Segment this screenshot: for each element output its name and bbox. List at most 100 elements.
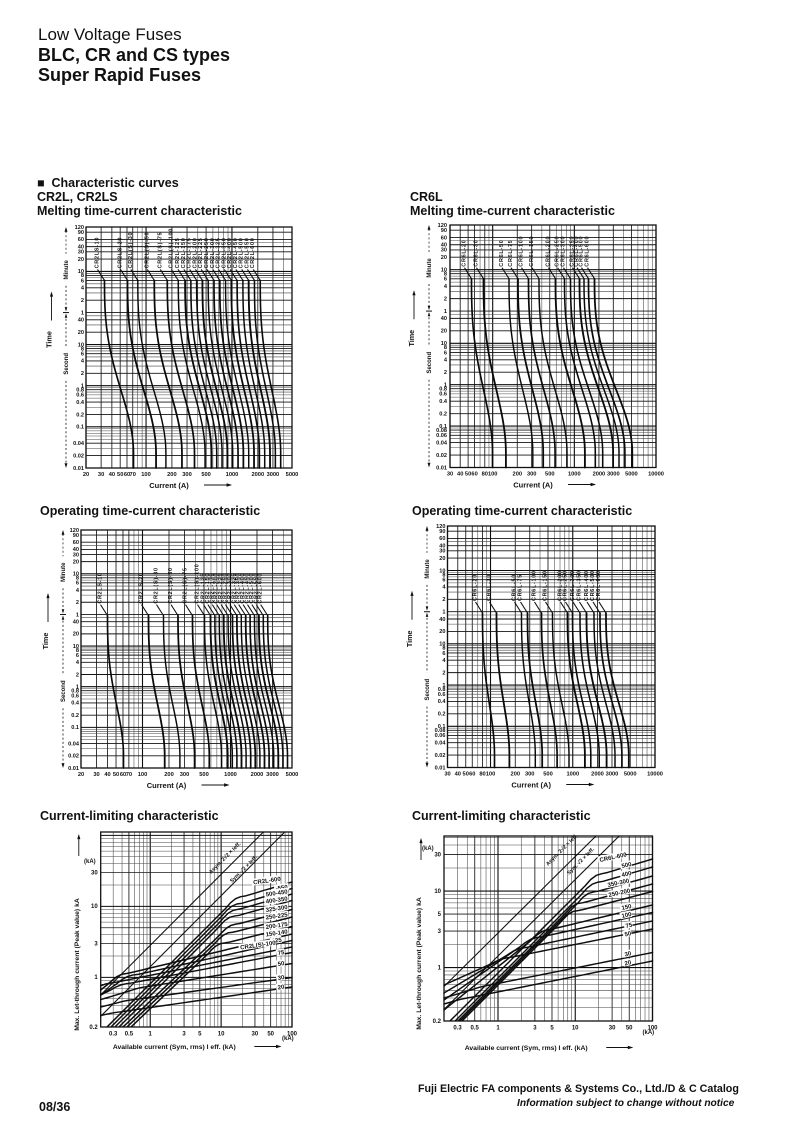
svg-text:325-300: 325-300 <box>265 905 288 914</box>
svg-text:8: 8 <box>81 346 84 352</box>
svg-text:30: 30 <box>91 870 98 876</box>
svg-text:8: 8 <box>442 572 445 578</box>
svg-text:60: 60 <box>120 772 126 778</box>
svg-text:Second: Second <box>427 352 433 374</box>
svg-text:CR6L-350: CR6L-350 <box>570 236 576 267</box>
svg-text:CR6L-300: CR6L-300 <box>570 570 576 601</box>
svg-text:0.04: 0.04 <box>435 741 447 747</box>
svg-text:CR2L-200: CR2L-200 <box>214 573 220 604</box>
svg-text:80: 80 <box>482 472 488 478</box>
svg-text:2000: 2000 <box>251 472 264 478</box>
svg-text:(kA): (kA) <box>422 846 434 852</box>
svg-text:CR2L(S)-100: CR2L(S)-100 <box>240 940 277 951</box>
svg-text:1: 1 <box>81 384 84 390</box>
svg-text:100: 100 <box>138 772 148 778</box>
svg-text:CR2L-400: CR2L-400 <box>240 573 246 604</box>
svg-text:CR2L-300: CR2L-300 <box>227 573 233 604</box>
svg-text:30: 30 <box>624 951 632 958</box>
svg-text:0.06: 0.06 <box>435 733 446 739</box>
svg-text:CR2L-325: CR2L-325 <box>216 237 222 268</box>
svg-text:1: 1 <box>438 965 442 971</box>
svg-text:CR6L-100: CR6L-100 <box>519 236 525 267</box>
svg-text:CR6L-200: CR6L-200 <box>546 236 552 267</box>
svg-text:Max. Let-through current (Peak: Max. Let-through current (Peak value) kA <box>74 898 81 1031</box>
svg-text:0.04: 0.04 <box>73 441 85 447</box>
svg-text:0.1: 0.1 <box>439 424 447 430</box>
svg-text:6: 6 <box>81 352 84 358</box>
svg-text:60: 60 <box>439 536 445 542</box>
svg-text:100: 100 <box>647 1026 658 1032</box>
svg-text:40: 40 <box>439 617 445 623</box>
svg-text:6: 6 <box>444 350 447 356</box>
svg-text:Time: Time <box>41 633 50 650</box>
svg-text:60: 60 <box>469 772 475 778</box>
svg-text:CR2L-175: CR2L-175 <box>209 573 215 604</box>
svg-text:1000: 1000 <box>568 472 581 478</box>
svg-text:3: 3 <box>533 1026 537 1032</box>
svg-text:30: 30 <box>434 852 441 858</box>
svg-text:CR2L-500: CR2L-500 <box>239 237 245 268</box>
svg-text:2: 2 <box>442 597 445 603</box>
svg-text:0.8: 0.8 <box>71 689 79 695</box>
svg-text:CR2L(S)-50: CR2L(S)-50 <box>144 232 150 269</box>
svg-text:30: 30 <box>78 250 84 256</box>
svg-text:0.02: 0.02 <box>73 453 84 459</box>
svg-text:CR2L-600: CR2L-600 <box>258 573 264 604</box>
svg-text:CR2L-250: CR2L-250 <box>204 237 210 268</box>
svg-text:CR6L-350: CR6L-350 <box>577 570 583 601</box>
svg-text:0.8: 0.8 <box>76 388 84 394</box>
svg-text:20: 20 <box>439 629 445 635</box>
svg-text:8: 8 <box>444 272 447 278</box>
svg-text:CR6L-600: CR6L-600 <box>585 236 591 267</box>
svg-text:300: 300 <box>525 772 535 778</box>
svg-text:20: 20 <box>624 960 632 967</box>
svg-text:(kA): (kA) <box>84 859 96 865</box>
svg-text:8: 8 <box>444 345 447 351</box>
svg-text:Minute: Minute <box>427 258 433 278</box>
svg-text:CR6L-250: CR6L-250 <box>555 236 561 267</box>
svg-text:1: 1 <box>444 309 447 315</box>
svg-text:10: 10 <box>441 268 447 274</box>
svg-text:90: 90 <box>78 230 84 236</box>
svg-text:CR6L-500: CR6L-500 <box>579 236 585 267</box>
svg-text:1: 1 <box>149 1032 153 1038</box>
svg-text:CR2L(S)-75: CR2L(S)-75 <box>157 232 163 269</box>
svg-text:CR2L-450: CR2L-450 <box>233 237 239 268</box>
svg-text:30: 30 <box>444 772 450 778</box>
svg-text:8: 8 <box>442 646 445 652</box>
svg-text:0.3: 0.3 <box>109 1032 118 1038</box>
svg-text:200-175: 200-175 <box>265 922 288 931</box>
svg-text:20: 20 <box>441 329 447 335</box>
svg-text:CR6L-20: CR6L-20 <box>462 239 468 266</box>
svg-text:CR2LS-20: CR2LS-20 <box>139 572 145 603</box>
svg-text:30: 30 <box>252 1032 259 1038</box>
svg-text:60: 60 <box>73 540 79 546</box>
svg-text:150: 150 <box>621 904 633 912</box>
svg-text:0.02: 0.02 <box>436 453 447 459</box>
svg-text:CR2L-600: CR2L-600 <box>250 237 256 268</box>
svg-text:5000: 5000 <box>624 772 637 778</box>
svg-text:0.4: 0.4 <box>71 701 80 707</box>
svg-text:30: 30 <box>93 772 99 778</box>
svg-text:3: 3 <box>182 1032 186 1038</box>
svg-text:10: 10 <box>218 1032 225 1038</box>
svg-text:CR2L-350: CR2L-350 <box>221 237 227 268</box>
svg-text:50: 50 <box>463 772 469 778</box>
svg-text:500-450: 500-450 <box>265 889 288 898</box>
svg-text:CR2L-150: CR2L-150 <box>205 573 211 604</box>
svg-text:10: 10 <box>73 644 79 650</box>
svg-text:CR6L-400: CR6L-400 <box>574 236 580 267</box>
svg-text:CR6L-200: CR6L-200 <box>558 570 564 601</box>
svg-text:CR2L-200: CR2L-200 <box>192 237 198 268</box>
svg-text:Time: Time <box>407 330 416 347</box>
svg-text:1000: 1000 <box>224 772 237 778</box>
svg-text:300: 300 <box>182 472 192 478</box>
svg-text:0.6: 0.6 <box>439 392 447 398</box>
svg-text:70: 70 <box>126 772 132 778</box>
svg-text:100: 100 <box>488 472 498 478</box>
svg-text:1: 1 <box>94 975 98 981</box>
svg-text:CR2L-550: CR2L-550 <box>245 237 251 268</box>
svg-text:2000: 2000 <box>591 772 604 778</box>
svg-text:0.08: 0.08 <box>436 428 447 434</box>
svg-text:3: 3 <box>94 941 98 947</box>
